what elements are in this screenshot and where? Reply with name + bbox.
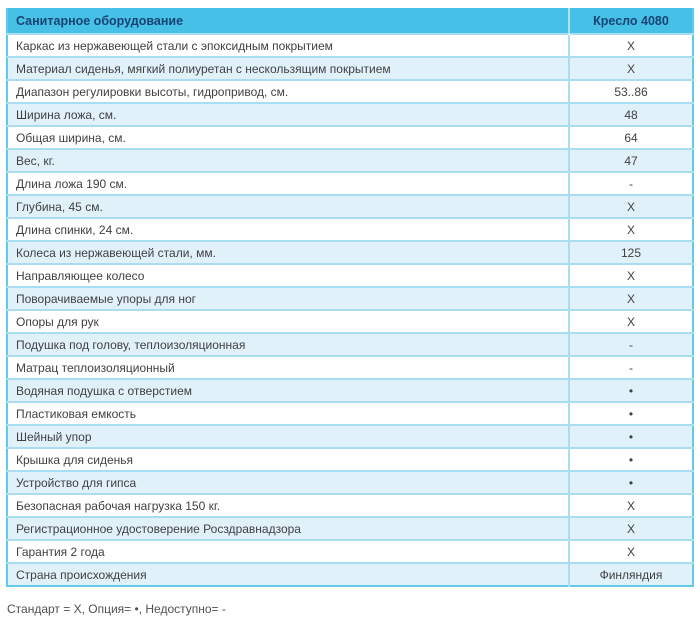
table-row: Шейный упор • — [7, 424, 693, 448]
table-row: Безопасная рабочая нагрузка 150 кг. X — [7, 493, 693, 517]
spec-label: Страна происхождения — [7, 562, 569, 586]
spec-label: Безопасная рабочая нагрузка 150 кг. — [7, 493, 569, 517]
table-row: Диапазон регулировки высоты, гидропривод… — [7, 79, 693, 103]
spec-value: • — [568, 378, 693, 402]
spec-label: Глубина, 45 см. — [7, 194, 569, 218]
table-row: Поворачиваемые упоры для ног X — [7, 286, 693, 310]
spec-table: Санитарное оборудование Кресло 4080 Карк… — [6, 8, 694, 587]
spec-label: Подушка под голову, теплоизоляционная — [7, 332, 569, 356]
table-row: Устройство для гипса • — [7, 470, 693, 494]
table-row: Длина ложа 190 см. - — [7, 171, 693, 195]
spec-label: Ширина ложа, см. — [7, 102, 569, 126]
spec-label: Пластиковая емкость — [7, 401, 569, 425]
spec-value: X — [568, 493, 693, 517]
table-row: Водяная подушка с отверстием • — [7, 378, 693, 402]
spec-table-header: Санитарное оборудование Кресло 4080 — [7, 8, 693, 34]
table-row: Крышка для сиденья • — [7, 447, 693, 471]
spec-table-body: Каркас из нержавеющей стали с эпоксидным… — [7, 33, 693, 586]
table-row: Регистрационное удостоверение Росздравна… — [7, 516, 693, 540]
spec-value: 48 — [568, 102, 693, 126]
spec-value: - — [568, 171, 693, 195]
table-row: Вес, кг. 47 — [7, 148, 693, 172]
spec-value: • — [568, 401, 693, 425]
spec-label: Матрац теплоизоляционный — [7, 355, 569, 379]
spec-value: X — [568, 516, 693, 540]
spec-label: Каркас из нержавеющей стали с эпоксидным… — [7, 33, 569, 57]
spec-label: Регистрационное удостоверение Росздравна… — [7, 516, 569, 540]
spec-label: Поворачиваемые упоры для ног — [7, 286, 569, 310]
spec-value: • — [568, 424, 693, 448]
table-row: Направляющее колесо X — [7, 263, 693, 287]
spec-value: • — [568, 470, 693, 494]
spec-label: Шейный упор — [7, 424, 569, 448]
spec-label: Вес, кг. — [7, 148, 569, 172]
spec-value: X — [568, 309, 693, 333]
table-row: Материал сиденья, мягкий полиуретан с не… — [7, 56, 693, 80]
table-row: Общая ширина, см. 64 — [7, 125, 693, 149]
table-row: Длина спинки, 24 см. X — [7, 217, 693, 241]
spec-label: Длина спинки, 24 см. — [7, 217, 569, 241]
spec-label: Длина ложа 190 см. — [7, 171, 569, 195]
table-row: Ширина ложа, см. 48 — [7, 102, 693, 126]
spec-value: • — [568, 447, 693, 471]
spec-value: 53..86 — [568, 79, 693, 103]
table-row: Матрац теплоизоляционный - — [7, 355, 693, 379]
spec-value: Финляндия — [568, 562, 693, 586]
header-product-column: Кресло 4080 — [568, 8, 693, 34]
spec-label: Диапазон регулировки высоты, гидропривод… — [7, 79, 569, 103]
table-row: Подушка под голову, теплоизоляционная - — [7, 332, 693, 356]
spec-label: Общая ширина, см. — [7, 125, 569, 149]
spec-value: X — [568, 539, 693, 563]
spec-value: 47 — [568, 148, 693, 172]
spec-label: Направляющее колесо — [7, 263, 569, 287]
spec-value: - — [568, 332, 693, 356]
spec-value: X — [568, 56, 693, 80]
spec-value: X — [568, 33, 693, 57]
table-row: Каркас из нержавеющей стали с эпоксидным… — [7, 33, 693, 57]
spec-value: X — [568, 194, 693, 218]
table-row: Глубина, 45 см. X — [7, 194, 693, 218]
table-row: Опоры для рук X — [7, 309, 693, 333]
table-row: Гарантия 2 года X — [7, 539, 693, 563]
spec-label: Водяная подушка с отверстием — [7, 378, 569, 402]
spec-value: 125 — [568, 240, 693, 264]
spec-value: X — [568, 263, 693, 287]
spec-value: X — [568, 286, 693, 310]
table-row: Страна происхождения Финляндия — [7, 562, 693, 586]
table-row: Пластиковая емкость • — [7, 401, 693, 425]
table-row: Колеса из нержавеющей стали, мм. 125 — [7, 240, 693, 264]
spec-label: Опоры для рук — [7, 309, 569, 333]
spec-value: X — [568, 217, 693, 241]
legend-text: Стандарт = X, Опция= •, Недоступно= - — [7, 602, 226, 616]
spec-value: 64 — [568, 125, 693, 149]
header-row: Санитарное оборудование Кресло 4080 — [7, 8, 693, 34]
spec-label: Крышка для сиденья — [7, 447, 569, 471]
spec-label: Гарантия 2 года — [7, 539, 569, 563]
spec-value: - — [568, 355, 693, 379]
spec-label: Устройство для гипса — [7, 470, 569, 494]
header-feature-column: Санитарное оборудование — [7, 8, 569, 34]
spec-label: Колеса из нержавеющей стали, мм. — [7, 240, 569, 264]
spec-label: Материал сиденья, мягкий полиуретан с не… — [7, 56, 569, 80]
